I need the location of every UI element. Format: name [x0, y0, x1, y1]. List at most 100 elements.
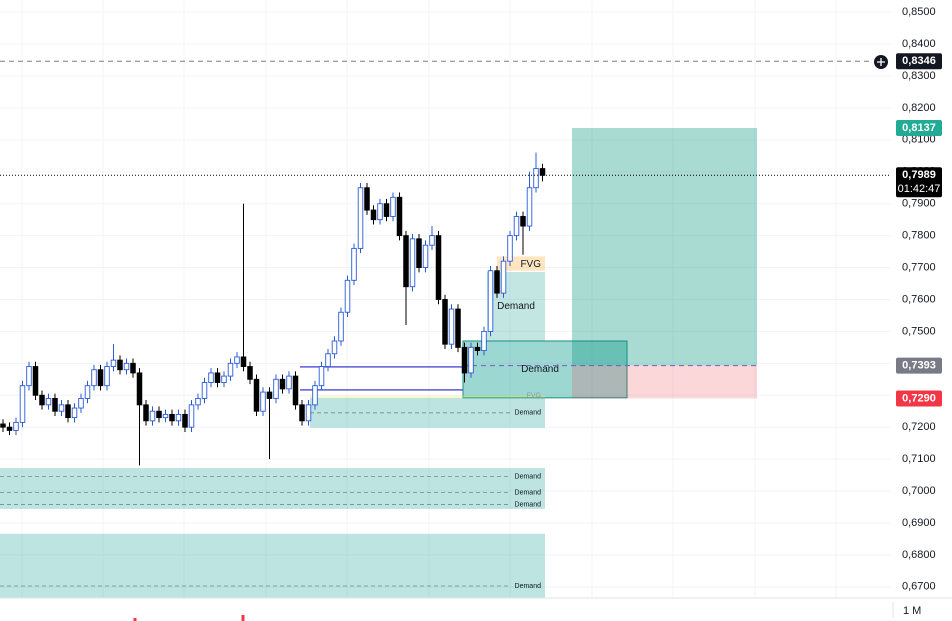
candle-body [390, 196, 396, 217]
candle-body [136, 372, 143, 406]
y-tick-label: 0,7700 [902, 261, 936, 273]
candle-body [65, 404, 71, 419]
zone-label: FVG [520, 259, 541, 270]
zone [0, 468, 545, 485]
candle-body [409, 238, 416, 288]
candle-body [52, 398, 58, 412]
candle-body [539, 168, 546, 176]
y-tick-label: 0,7500 [902, 325, 936, 337]
y-tick-label: 0,8300 [902, 70, 936, 82]
zone-label: Demand [515, 489, 542, 496]
candle-body [123, 362, 130, 371]
y-tick-label: 0,6900 [902, 517, 936, 529]
candle-body [13, 421, 19, 431]
candle-body [156, 410, 162, 419]
y-tick-label: 0,7800 [902, 230, 936, 242]
candle-body [370, 209, 377, 221]
y-tick-label: 0,7200 [902, 421, 936, 433]
candle-body [338, 311, 344, 342]
candle-body [442, 299, 448, 345]
candle-body [175, 413, 182, 422]
candle-body [448, 308, 455, 345]
y-tick-label: 0,7600 [902, 293, 936, 305]
zone [0, 484, 545, 500]
price-tag [896, 53, 942, 70]
candle-body [39, 394, 45, 406]
candle-body [169, 413, 175, 422]
candle-body [299, 404, 305, 422]
candle-body [58, 404, 65, 412]
candle-body [526, 187, 533, 227]
y-tick-label: 0,6700 [902, 581, 936, 593]
y-tick-label: 0,8400 [902, 38, 936, 50]
candle-body [429, 235, 435, 246]
price-tag-label: 0,8137 [902, 122, 936, 134]
candle-body [182, 413, 188, 428]
candle-body [84, 385, 91, 399]
candle-body [435, 235, 442, 300]
y-tick-label: 0,6800 [902, 549, 936, 561]
zone-label: Demand [515, 501, 542, 508]
candle-body [305, 404, 312, 422]
candle-body [188, 404, 195, 428]
candle-body [325, 353, 331, 367]
candle-body [221, 375, 227, 383]
candle-body [0, 423, 6, 428]
candle-body [344, 279, 351, 313]
candle-body [104, 366, 110, 387]
zone [310, 395, 545, 398]
candle-body [78, 398, 84, 409]
candle-body [32, 366, 39, 396]
candle-body [331, 340, 338, 355]
price-tag [896, 120, 942, 137]
candle-body [6, 426, 13, 431]
zone-label: Demand [515, 410, 542, 417]
candle-body [279, 378, 286, 390]
zone [310, 397, 545, 428]
candle-body [130, 362, 136, 374]
price-tag-label: 0,7290 [902, 392, 936, 404]
candle-body [312, 385, 318, 406]
candle-body [396, 196, 403, 237]
plus-icon [877, 58, 885, 66]
candle-body [26, 366, 32, 387]
interval-label[interactable]: 1 M [903, 605, 921, 617]
candle-body [110, 359, 117, 367]
candle-body [286, 375, 292, 390]
candle-body [240, 356, 247, 367]
candle-body [97, 369, 104, 387]
y-tick-label: 0,8100 [902, 134, 936, 146]
candle-body [351, 247, 357, 281]
candle-body [500, 260, 507, 294]
candle-body [377, 203, 383, 221]
candle-body [507, 235, 513, 262]
zone [0, 499, 545, 509]
candle-body [214, 372, 221, 383]
candle-body [117, 359, 123, 371]
candle-body [227, 362, 234, 377]
countdown: 01:42:47 [898, 183, 941, 195]
candle-body [201, 382, 208, 399]
candle-body [253, 378, 260, 412]
candle-body [494, 270, 500, 294]
candle-body [364, 187, 370, 211]
candle-body [195, 398, 201, 406]
candle-body [266, 391, 273, 399]
candle-body [149, 410, 156, 422]
candle-body [273, 378, 279, 399]
y-tick-label: 0,7000 [902, 485, 936, 497]
candle-body [422, 244, 429, 269]
candle-body [19, 385, 26, 423]
candle-body [247, 366, 253, 380]
candle-body [357, 187, 364, 249]
candle-body [91, 369, 97, 387]
zone [462, 340, 628, 399]
zone-label: Demand [515, 583, 542, 590]
candle-body [208, 372, 214, 383]
candle-body [416, 238, 422, 269]
price-tag [896, 357, 942, 374]
candle-body [487, 270, 494, 332]
price-tag-label: 0,8346 [902, 55, 936, 67]
